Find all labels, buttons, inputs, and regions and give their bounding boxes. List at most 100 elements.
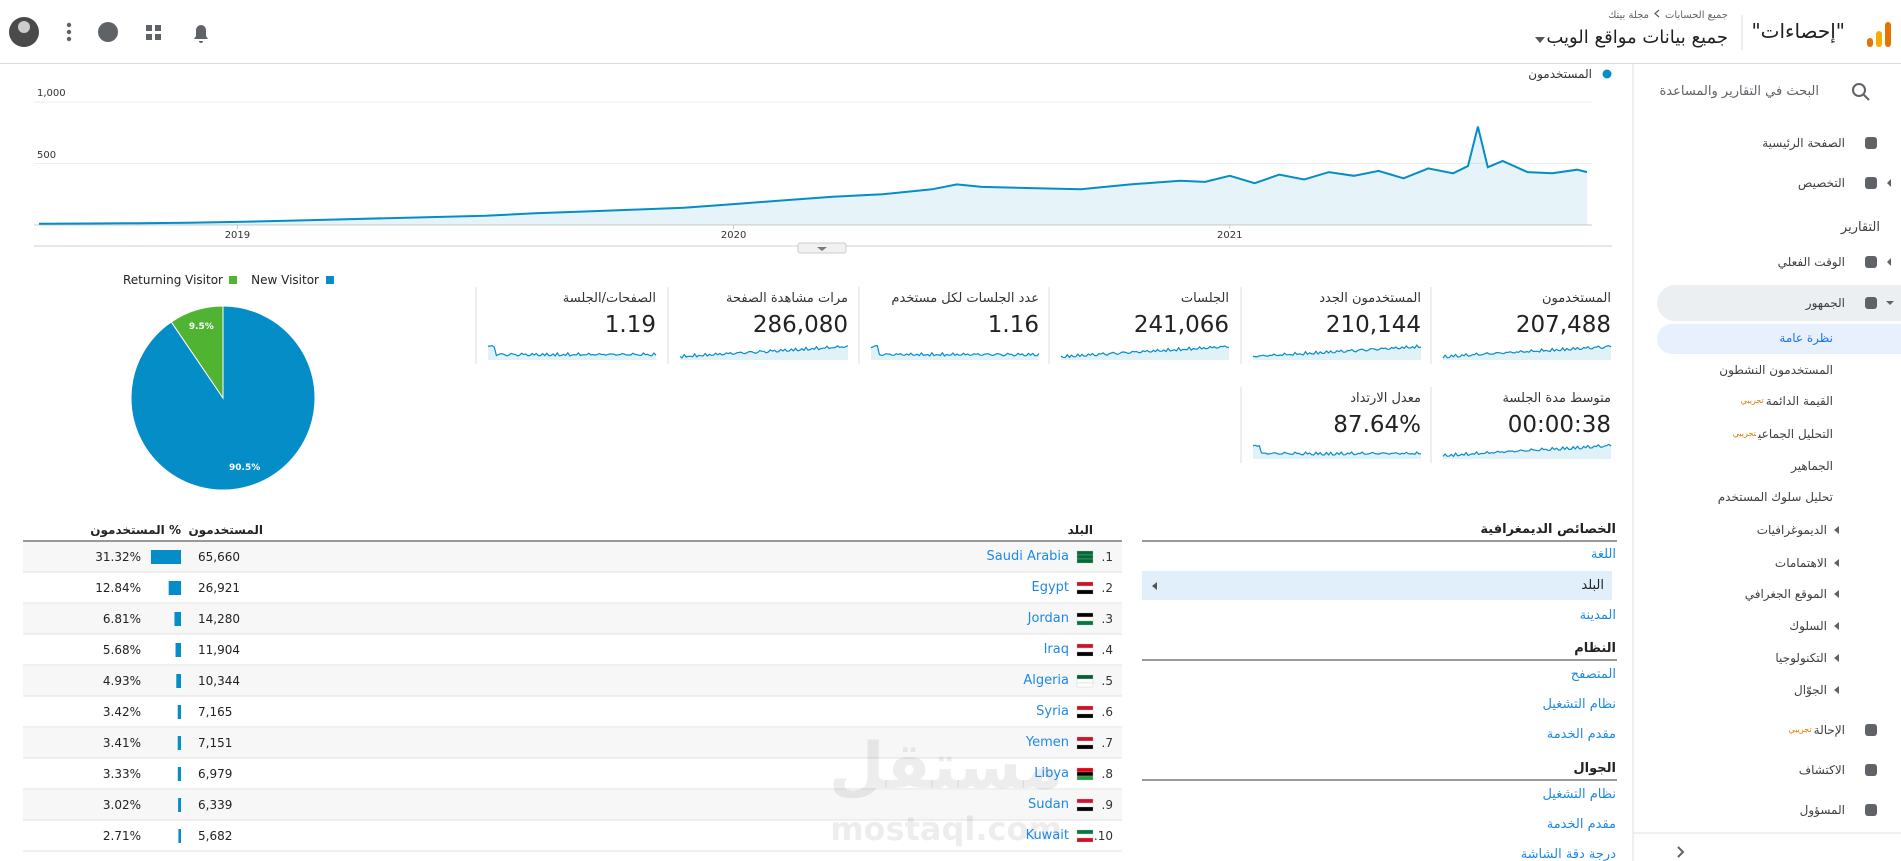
nav-item[interactable]: التخصيص	[1798, 174, 1845, 192]
help-icon[interactable]	[98, 22, 118, 42]
nav-item[interactable]: الجمهور	[1806, 294, 1845, 312]
dimension-link[interactable]: نظام التشغيل	[1542, 787, 1616, 802]
nav-item[interactable]: الوقت الفعلي	[1778, 253, 1845, 271]
legend-label: New Visitor	[251, 272, 319, 287]
country-link[interactable]: Saudi Arabia	[986, 549, 1070, 564]
nav-item[interactable]: الجماهير	[1791, 457, 1833, 475]
dimension-link[interactable]: مقدم الخدمة	[1546, 817, 1616, 832]
flag	[1076, 643, 1094, 649]
nav-label: السلوك	[1789, 619, 1827, 633]
share-label: 5.68%	[102, 642, 141, 657]
country-link[interactable]: Kuwait	[1025, 828, 1069, 843]
search-icon[interactable]	[1852, 83, 1870, 101]
nav-item[interactable]: الاهتمامات	[1775, 554, 1827, 572]
sparkline-area	[1443, 345, 1611, 360]
share-label: 3.33%	[102, 766, 141, 781]
nav-item[interactable]: الاكتشاف	[1799, 761, 1845, 779]
nav-item[interactable]: القيمة الدائمةتجريبي	[1741, 392, 1833, 410]
y-tick-label: 500	[37, 149, 57, 161]
property-name[interactable]: جميع بيانات مواقع الويب	[1546, 27, 1728, 48]
row-rank: 3.	[1101, 611, 1113, 626]
nav-item[interactable]: تحليل سلوك المستخدم	[1718, 488, 1833, 506]
sparkline-area	[488, 345, 656, 360]
country-link[interactable]: Libya	[1034, 766, 1069, 781]
nav-item[interactable]: الصفحة الرئيسية	[1762, 134, 1845, 152]
flag	[1076, 558, 1094, 564]
share-label: 3.41%	[102, 735, 141, 750]
dimension-link[interactable]: البلد	[1581, 578, 1604, 593]
nav-item[interactable]: الجوّال	[1794, 681, 1827, 699]
nav-label: القيمة الدائمة	[1765, 394, 1833, 408]
share-bar	[177, 736, 181, 750]
nav-item[interactable]: السلوك	[1789, 617, 1827, 635]
flag	[1076, 771, 1094, 777]
dimension-link[interactable]: اللغة	[1590, 547, 1616, 562]
country-link[interactable]: Yemen	[1025, 735, 1069, 750]
dimension-link[interactable]: المدينة	[1579, 608, 1616, 623]
dimension-link[interactable]: درجة دقة الشاشة	[1520, 847, 1616, 861]
nav-item[interactable]: التحليل الجماعيتجريبي	[1733, 425, 1833, 443]
dimension-link[interactable]: المتصفح	[1570, 667, 1616, 682]
country-link[interactable]: Algeria	[1023, 673, 1069, 688]
users-cell: 6,979	[198, 766, 233, 781]
flag	[1076, 713, 1094, 719]
country-link[interactable]: Syria	[1036, 704, 1069, 719]
expand-chevron[interactable]	[1677, 846, 1685, 858]
share-bar	[177, 767, 181, 781]
nav-item[interactable]: نظرة عامة	[1779, 329, 1833, 347]
sparkline-area	[871, 345, 1039, 360]
share-label: 31.32%	[95, 549, 141, 564]
users-cell: 11,904	[198, 642, 240, 657]
nav-item[interactable]: المسؤول	[1800, 801, 1845, 819]
nav-item[interactable]: الموقع الجغرافي	[1745, 585, 1827, 603]
breadcrumb-item[interactable]: مجلة بيتك	[1608, 10, 1650, 21]
country-link[interactable]: Iraq	[1043, 642, 1069, 657]
metric-label: معدل الارتداد	[1350, 391, 1421, 406]
breadcrumb-item[interactable]: جميع الحسابات	[1665, 10, 1728, 21]
country-link[interactable]: Egypt	[1031, 580, 1069, 595]
nav-icon	[1865, 724, 1877, 736]
share-label: 3.02%	[102, 797, 141, 812]
sidebar-selected	[1657, 324, 1901, 354]
more-icon[interactable]	[66, 22, 72, 42]
metric-label: مرات مشاهدة الصفحة	[725, 291, 848, 306]
row-stripe	[23, 542, 1122, 572]
nav-label: التخصيص	[1797, 176, 1845, 190]
country-link[interactable]: Sudan	[1028, 797, 1069, 812]
metric-value: 00:00:38	[1507, 412, 1611, 438]
nav-arrow	[1834, 654, 1839, 662]
nav-label: التقارير	[1840, 220, 1880, 235]
row-rank: 7.	[1101, 735, 1113, 750]
sparkline-area	[1253, 345, 1421, 360]
notifications-icon[interactable]	[194, 25, 208, 43]
pie-slice	[170, 305, 224, 400]
x-tick-label: 2021	[1217, 230, 1243, 241]
share-bar	[176, 674, 181, 688]
nav-item[interactable]: الإحالةتجريبي	[1789, 721, 1845, 739]
metric-value: 1.16	[987, 312, 1039, 338]
metric-value: 207,488	[1515, 312, 1611, 338]
metric-label: المستخدمون الجدد	[1319, 291, 1421, 306]
sparkline	[1252, 344, 1422, 358]
y-tick-label: 1,000	[37, 88, 66, 99]
apps-icon[interactable]	[146, 25, 161, 40]
nav-arrow	[1834, 590, 1839, 598]
metric-label: المستخدمون	[1541, 291, 1611, 306]
row-rank: 6.	[1101, 704, 1113, 719]
metric-value: 87.64%	[1333, 412, 1421, 438]
nav-icon	[1865, 177, 1877, 189]
dimension-link[interactable]: مقدم الخدمة	[1546, 727, 1616, 742]
row-rank: 4.	[1101, 642, 1113, 657]
nav-item[interactable]: الديموغرافيات	[1757, 521, 1827, 539]
nav-item[interactable]: المستخدمون النشطون	[1719, 361, 1833, 379]
nav-label: الجماهير	[1791, 459, 1833, 473]
dropdown-arrow[interactable]	[1535, 37, 1545, 43]
pie-label: 90.5%	[229, 462, 261, 473]
sparkline-area	[1443, 444, 1611, 459]
country-link[interactable]: Jordan	[1027, 611, 1069, 626]
search-box[interactable]: البحث في التقارير والمساعدة	[1659, 84, 1819, 99]
dimension-link[interactable]: نظام التشغيل	[1542, 697, 1616, 712]
users-cell: 26,921	[198, 580, 240, 595]
flag	[1076, 744, 1094, 750]
nav-item[interactable]: التكنولوجيا	[1775, 649, 1827, 667]
